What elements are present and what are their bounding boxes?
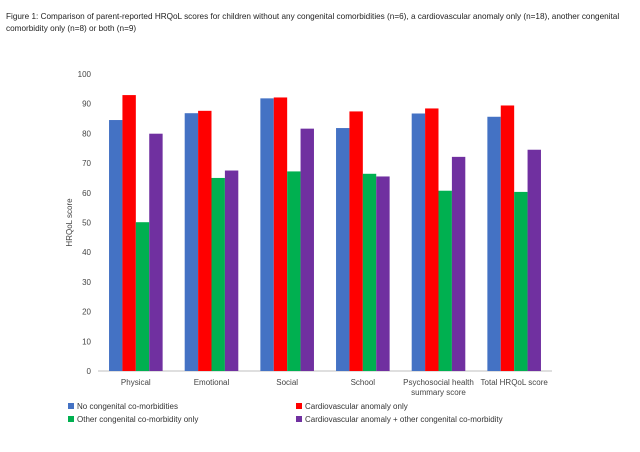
bar-3-6 (514, 191, 528, 371)
legend-item: Cardiovascular anomaly only (296, 402, 408, 411)
figure-caption: Figure 1: Comparison of parent-reported … (6, 12, 620, 33)
legend-item: Cardiovascular anomaly + other congenita… (296, 415, 503, 424)
y-tick-label: 60 (82, 189, 91, 198)
x-tick-label: School (351, 378, 376, 387)
bar-1-1 (109, 120, 123, 371)
bar-4-5 (451, 156, 466, 371)
legend-label: Cardiovascular anomaly only (305, 402, 408, 411)
bar-3-2 (211, 177, 225, 371)
bar-2-4 (349, 111, 363, 371)
legend-label: No congenital co-morbidities (77, 402, 178, 411)
y-axis-title: HRQoL score (65, 198, 74, 247)
bar-3-4 (362, 173, 377, 371)
chart-bars (109, 95, 541, 372)
bar-2-5 (425, 108, 439, 372)
x-tick-label: Physical (121, 378, 151, 387)
x-tick-label: Psychosocial health (403, 378, 474, 387)
y-tick-label: 40 (82, 248, 91, 257)
bar-1-2 (184, 113, 199, 371)
y-tick-label: 50 (82, 219, 91, 228)
y-tick-label: 30 (82, 278, 91, 287)
y-tick-label: 10 (82, 337, 91, 346)
legend-item: No congenital co-morbidities (68, 402, 178, 411)
y-tick-label: 90 (82, 100, 91, 109)
bar-1-6 (487, 116, 501, 371)
bar-3-3 (287, 171, 301, 371)
legend-item: Other congenital co-morbidity only (68, 415, 198, 424)
legend-swatch (296, 415, 302, 422)
bar-2-1 (122, 95, 136, 371)
legend-swatch (68, 415, 74, 422)
bar-4-2 (224, 170, 239, 371)
legend-label: Cardiovascular anomaly + other congenita… (305, 415, 503, 424)
bar-3-5 (438, 190, 452, 371)
x-tick-label: Emotional (194, 378, 230, 387)
legend-swatch (296, 402, 302, 409)
bar-2-3 (273, 97, 288, 371)
bar-4-4 (376, 176, 390, 371)
legend-label: Other congenital co-morbidity only (77, 415, 199, 424)
x-tick-label: summary score (411, 388, 466, 397)
bar-3-1 (135, 222, 150, 371)
chart-labels: 0 10 20 30 40 50 60 70 80 90 100 HRQoL score Physica… (65, 70, 548, 397)
y-tick-label: 20 (82, 308, 91, 317)
bar-2-6 (500, 105, 515, 372)
legend-swatch (68, 402, 74, 409)
bar-1-3 (260, 98, 274, 371)
y-tick-label: 100 (78, 70, 92, 79)
bar-1-5 (411, 113, 426, 371)
y-tick-label: 0 (87, 367, 92, 376)
bar-4-1 (149, 133, 163, 371)
y-tick-label: 70 (82, 159, 91, 168)
bar-4-6 (527, 149, 541, 371)
bar-1-4 (336, 128, 350, 371)
bar-2-2 (198, 110, 212, 371)
x-tick-label: Social (276, 378, 298, 387)
x-tick-label: Total HRQoL score (481, 378, 549, 387)
bar-4-3 (300, 128, 314, 371)
y-tick-label: 80 (82, 129, 91, 138)
